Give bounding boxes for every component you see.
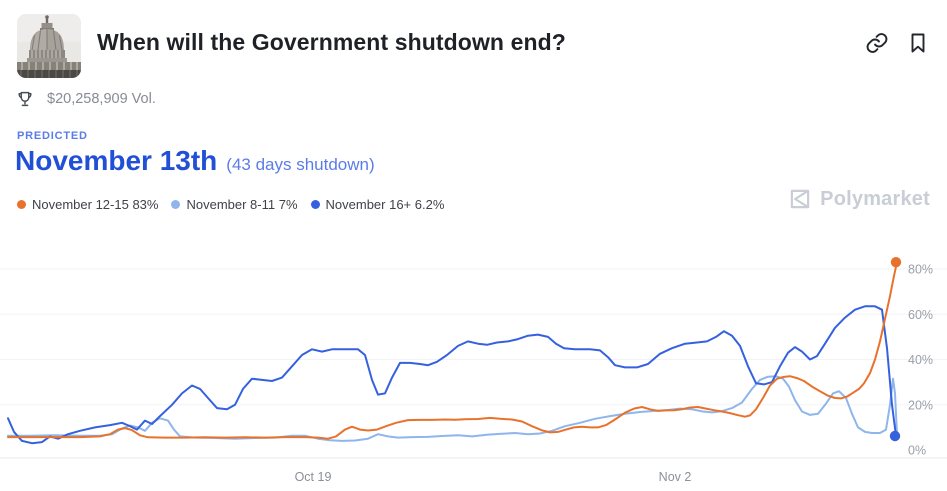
y-tick-label-0%: 0% (908, 444, 926, 458)
polymarket-watermark: Polymarket (787, 186, 930, 212)
capitol-photo (17, 14, 81, 78)
legend-item-november-8-11[interactable]: November 8-11 7% (171, 197, 298, 212)
market-avatar-capitol (17, 14, 81, 78)
y-tick-label-80%: 80% (908, 263, 933, 277)
legend-dot-blue (310, 200, 320, 209)
x-tick-label-oct-19: Oct 19 (295, 470, 332, 484)
bookmark-icon[interactable] (906, 31, 930, 55)
legend-label: November 16+ 6.2% (325, 197, 445, 212)
price-chart[interactable]: 0% 20% 40% 60% 80% Oct 19 Nov 2 (0, 240, 947, 491)
y-tick-label-20%: 20% (908, 398, 933, 412)
predicted-row: November 13th (43 days shutdown) (15, 145, 375, 177)
predicted-note: (43 days shutdown) (226, 155, 375, 174)
x-tick-label-nov-2: Nov 2 (659, 470, 692, 484)
chart-legend: November 12-15 83% November 8-11 7% Nove… (17, 197, 444, 212)
series-line-november-16- (7, 305, 897, 445)
price-chart-svg[interactable]: 0% 20% 40% 60% 80% Oct 19 Nov 2 (0, 240, 947, 491)
legend-item-november-12-15[interactable]: November 12-15 83% (17, 197, 158, 212)
y-tick-label-40%: 40% (908, 353, 933, 367)
series-end-dot-november-12-15 (890, 257, 902, 268)
polymarket-watermark-text: Polymarket (820, 187, 930, 210)
legend-dot-orange (17, 200, 26, 209)
volume-value: $20,258,909 Vol. (47, 91, 156, 107)
predicted-outcome: November 13th (15, 145, 218, 176)
legend-dot-light-blue (171, 200, 181, 209)
series-line-november-12-15 (7, 261, 898, 440)
volume-row: $20,258,909 Vol. (16, 90, 156, 108)
trophy-icon (18, 91, 32, 107)
copy-link-icon[interactable] (865, 31, 889, 55)
polymarket-logo-icon (790, 189, 810, 209)
legend-label: November 12-15 83% (32, 197, 159, 212)
header-actions (865, 31, 930, 55)
y-tick-label-60%: 60% (908, 308, 933, 322)
legend-label: November 8-11 7% (186, 197, 298, 212)
series-end-dot-november-16- (889, 430, 901, 442)
predicted-label: PREDICTED (17, 130, 88, 142)
series-line-november-8-11 (7, 375, 898, 442)
page-title: When will the Government shutdown end? (97, 29, 566, 55)
legend-item-november-16-plus[interactable]: November 16+ 6.2% (310, 197, 445, 212)
